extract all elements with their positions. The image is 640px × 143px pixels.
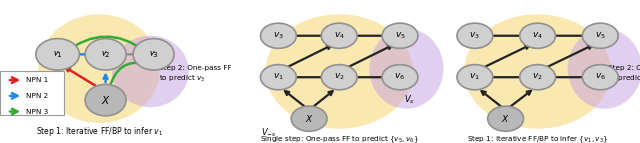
Text: $v_4$: $v_4$	[532, 30, 543, 41]
Ellipse shape	[488, 106, 524, 131]
Text: $v_1$: $v_1$	[273, 72, 284, 83]
Text: $X$: $X$	[501, 113, 510, 124]
Ellipse shape	[85, 39, 126, 70]
Text: Step 1: Iterative FF/BP to infer $\{v_1, v_3\}$: Step 1: Iterative FF/BP to infer $\{v_1,…	[467, 135, 608, 143]
Ellipse shape	[520, 65, 556, 90]
FancyArrowPatch shape	[346, 75, 390, 79]
Ellipse shape	[260, 65, 296, 90]
Text: $V_s$: $V_s$	[404, 94, 415, 106]
Text: $V_{-s}$: $V_{-s}$	[261, 127, 276, 139]
Text: $v_4$: $v_4$	[333, 30, 345, 41]
Text: $v_3$: $v_3$	[470, 30, 480, 41]
Ellipse shape	[260, 23, 296, 48]
Text: $v_1$: $v_1$	[470, 72, 480, 83]
Text: $X$: $X$	[100, 94, 111, 106]
Ellipse shape	[36, 39, 79, 70]
FancyArrowPatch shape	[110, 61, 145, 87]
FancyArrowPatch shape	[481, 91, 501, 106]
Text: $\mathcal{v}_3$: $\mathcal{v}_3$	[148, 49, 159, 60]
Ellipse shape	[266, 14, 413, 129]
FancyArrowPatch shape	[545, 34, 591, 38]
FancyArrowPatch shape	[482, 75, 528, 79]
FancyArrowPatch shape	[113, 52, 144, 56]
Ellipse shape	[582, 23, 618, 48]
FancyArrowPatch shape	[545, 75, 591, 79]
Ellipse shape	[291, 106, 327, 131]
Text: $\mathcal{v}_2$: $\mathcal{v}_2$	[100, 49, 111, 60]
Ellipse shape	[520, 23, 556, 48]
Ellipse shape	[382, 65, 418, 90]
Ellipse shape	[457, 23, 493, 48]
Text: $v_6$: $v_6$	[394, 72, 406, 83]
FancyArrowPatch shape	[65, 52, 95, 56]
Ellipse shape	[321, 23, 357, 48]
FancyArrowPatch shape	[482, 34, 528, 38]
FancyArrowPatch shape	[65, 37, 145, 53]
FancyArrowPatch shape	[543, 45, 592, 69]
FancyArrowPatch shape	[284, 45, 331, 68]
Text: NPN 1: NPN 1	[26, 77, 49, 83]
Text: Single step: One-pass FF to predict $\{v_5, v_6\}$: Single step: One-pass FF to predict $\{v…	[260, 135, 419, 143]
Ellipse shape	[568, 29, 640, 109]
FancyArrowPatch shape	[285, 34, 330, 38]
Ellipse shape	[321, 65, 357, 90]
Ellipse shape	[582, 65, 618, 90]
Ellipse shape	[133, 39, 174, 70]
FancyArrowPatch shape	[285, 75, 330, 79]
Text: Step 1: Iterative FF/BP to infer $v_1$: Step 1: Iterative FF/BP to infer $v_1$	[36, 125, 163, 138]
Text: $v_3$: $v_3$	[273, 30, 284, 41]
FancyArrowPatch shape	[510, 91, 531, 107]
Text: $\mathcal{v}_1$: $\mathcal{v}_1$	[52, 49, 63, 60]
FancyArrowPatch shape	[104, 75, 108, 82]
Text: NPN 2: NPN 2	[26, 93, 49, 99]
Ellipse shape	[85, 84, 126, 116]
Text: $v_6$: $v_6$	[595, 72, 606, 83]
FancyArrowPatch shape	[346, 34, 390, 38]
FancyArrowPatch shape	[66, 68, 100, 88]
Text: $v_2$: $v_2$	[532, 72, 543, 83]
FancyArrowPatch shape	[345, 45, 392, 68]
Ellipse shape	[382, 23, 418, 48]
Text: $v_2$: $v_2$	[334, 72, 344, 83]
Text: NPN 3: NPN 3	[26, 109, 49, 115]
FancyArrowPatch shape	[481, 45, 529, 69]
Ellipse shape	[457, 65, 493, 90]
FancyBboxPatch shape	[0, 71, 64, 115]
Text: Step 2: One-pass FF
to predict $v_3$: Step 2: One-pass FF to predict $v_3$	[159, 65, 231, 84]
Text: $v_5$: $v_5$	[595, 30, 605, 41]
Ellipse shape	[369, 29, 444, 109]
Ellipse shape	[38, 14, 160, 123]
Text: $v_5$: $v_5$	[395, 30, 405, 41]
Ellipse shape	[112, 36, 189, 107]
Text: $X$: $X$	[305, 113, 314, 124]
FancyArrowPatch shape	[285, 91, 305, 106]
Text: Step 2: One-pass FF
to predict $\{v_5, v_6\}$: Step 2: One-pass FF to predict $\{v_5, v…	[608, 65, 640, 84]
FancyArrowPatch shape	[314, 91, 333, 106]
Ellipse shape	[464, 14, 611, 129]
